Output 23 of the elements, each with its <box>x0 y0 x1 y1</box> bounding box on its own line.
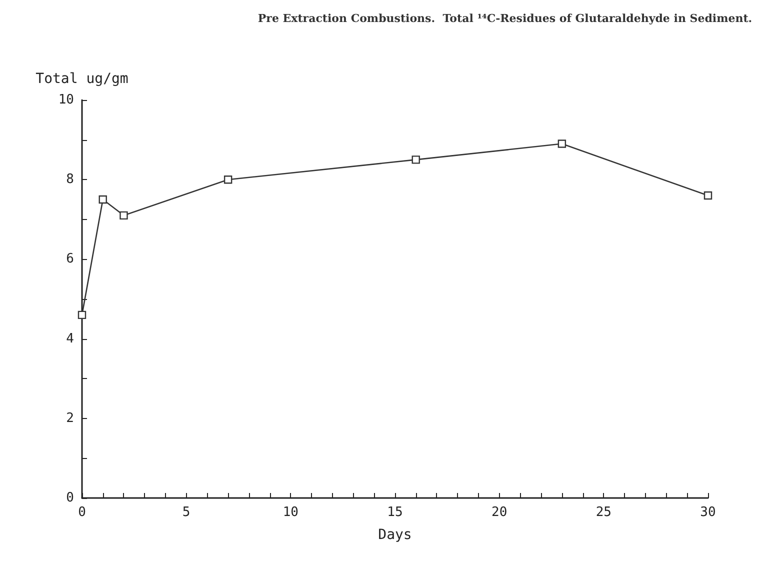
point <box>558 140 566 148</box>
x-axis-title: Days <box>378 527 412 543</box>
x-tick-label: 20 <box>492 505 508 520</box>
y-axis-title: Total ug/gm <box>36 71 128 87</box>
point <box>704 191 712 200</box>
x-tick-label: 25 <box>596 505 612 520</box>
x-tick-label: 15 <box>387 505 403 520</box>
x-tick-label: 30 <box>700 505 716 520</box>
chart-title: Pre Extraction Combustions. Total ¹⁴C-Residues of Glutaraldehyde in Sediment. <box>258 12 752 25</box>
point <box>224 176 232 184</box>
point <box>120 211 128 220</box>
y-tick-label: 10 <box>58 92 74 108</box>
x-tick-label: 5 <box>182 505 190 520</box>
y-tick-label: 6 <box>66 252 74 267</box>
y-tick-label: 8 <box>66 172 74 188</box>
y-tick-label: 2 <box>66 410 74 426</box>
point <box>78 310 86 320</box>
point <box>98 195 107 204</box>
x-tick-label: 0 <box>78 505 86 520</box>
point <box>412 156 420 164</box>
y-tick-label: 4 <box>66 331 74 346</box>
x-tick-label: 10 <box>282 505 298 520</box>
y-tick-label: 0 <box>66 490 74 506</box>
